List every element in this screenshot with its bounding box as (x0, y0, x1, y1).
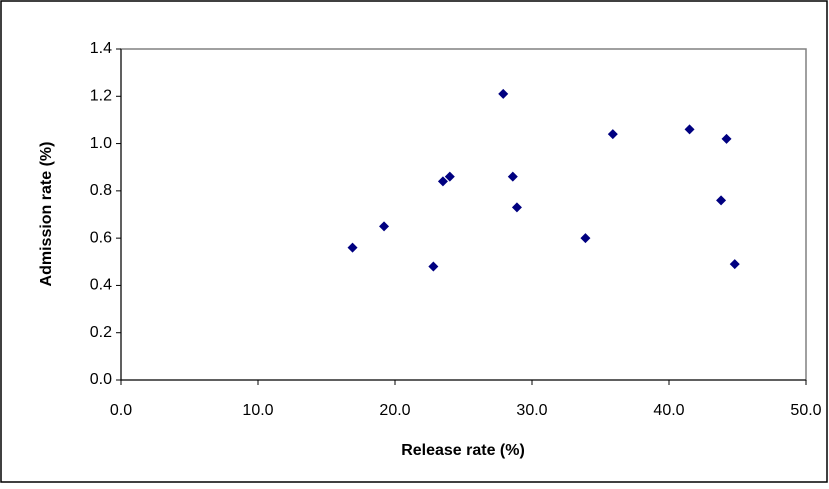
x-axis-title: Release rate (%) (401, 442, 525, 459)
point (684, 124, 695, 135)
x-tick-label: 50.0 (790, 402, 821, 419)
y-tick-label: 0.6 (90, 229, 112, 246)
point (511, 202, 522, 213)
y-tick-label: 0.0 (90, 371, 112, 388)
point (347, 242, 358, 253)
point (379, 221, 390, 232)
point (721, 133, 732, 144)
point (607, 129, 618, 140)
y-tick-label: 1.0 (90, 135, 112, 152)
point (444, 171, 455, 182)
point (498, 88, 509, 99)
point (580, 233, 591, 244)
x-tick-label: 10.0 (242, 402, 273, 419)
y-tick-label: 0.4 (90, 277, 112, 294)
x-tick-label: 20.0 (379, 402, 410, 419)
y-tick-label: 0.2 (90, 324, 112, 341)
x-tick-label: 30.0 (516, 402, 547, 419)
point (437, 176, 448, 187)
y-axis-title: Admission rate (%) (38, 142, 55, 287)
y-tick-label: 1.2 (90, 88, 112, 105)
y-tick-label: 0.8 (90, 182, 112, 199)
y-tick-label: 1.4 (90, 40, 112, 57)
point (428, 261, 439, 272)
point (729, 259, 740, 270)
x-tick-label: 40.0 (653, 402, 684, 419)
point (716, 195, 727, 206)
point (507, 171, 518, 182)
x-tick-label: 0.0 (110, 402, 132, 419)
